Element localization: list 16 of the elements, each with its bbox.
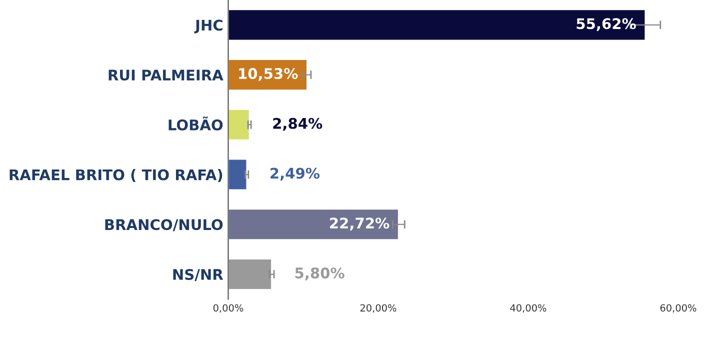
data-label: 10,53% [239,68,298,81]
y-tick-label: BRANCO/NULO [105,219,223,232]
data-label: 22,72% [330,218,390,230]
y-tick-label: NS/NR [173,268,224,282]
y-tick-label: RAFAEL BRITO ( TIO RAFA) [10,169,222,182]
x-tick-label: 20,00% [360,304,396,313]
data-label: 2,84% [273,118,322,131]
y-tick-label: JHC [194,20,222,34]
y-tick-label: RUI PALMEIRA [108,70,224,81]
x-tick-label: 0,00% [213,304,244,313]
data-label: 55,62% [576,18,636,32]
y-tick-label: LOBÃO [168,116,223,130]
x-tick-label: 40,00% [510,304,546,313]
x-tick-label: 60,00% [660,304,696,313]
data-label: 5,80% [295,267,344,280]
data-label: 2,49% [270,168,320,181]
